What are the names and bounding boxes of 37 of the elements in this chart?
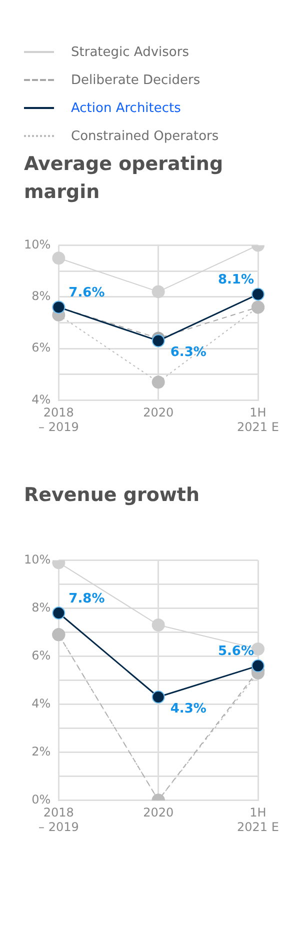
data-label: 4.3% xyxy=(170,701,206,716)
point xyxy=(52,606,66,620)
chart-title: Revenue growth xyxy=(24,483,201,508)
point xyxy=(152,334,165,348)
x-tick-label: 1H 2021 E xyxy=(237,806,279,834)
data-label: 7.6% xyxy=(68,286,105,301)
point xyxy=(52,252,66,265)
legend-label: Action Architects xyxy=(71,100,181,116)
y-tick-label: 2% xyxy=(32,744,51,758)
x-tick-label: 2020 xyxy=(143,806,174,820)
y-tick-label: 4% xyxy=(32,696,51,710)
point xyxy=(152,690,165,704)
y-tick-label: 10% xyxy=(24,237,51,252)
point xyxy=(152,376,165,389)
x-tick-label: 2018 – 2019 xyxy=(38,806,79,834)
x-tick-label: 1H 2021 E xyxy=(237,406,279,434)
y-tick-label: 8% xyxy=(32,288,51,303)
legend-label: Constrained Operators xyxy=(71,128,219,144)
y-tick-label: 0% xyxy=(32,792,51,806)
data-label: 7.8% xyxy=(68,591,105,606)
point xyxy=(252,288,264,301)
y-tick-label: 10% xyxy=(24,552,51,566)
x-tick-label: 2018 – 2019 xyxy=(38,406,79,434)
point xyxy=(152,618,165,632)
y-tick-label: 4% xyxy=(32,392,51,406)
legend-label: Strategic Advisors xyxy=(71,44,189,60)
legend-label: Deliberate Deciders xyxy=(71,72,200,88)
point xyxy=(152,285,165,298)
data-label: 5.6% xyxy=(218,644,254,660)
data-label: 8.1% xyxy=(218,272,254,288)
x-tick-label: 2020 xyxy=(143,406,174,420)
y-tick-label: 8% xyxy=(32,600,51,614)
y-tick-label: 6% xyxy=(32,648,51,662)
chart-title: Average operating margin xyxy=(24,152,224,205)
point xyxy=(252,659,264,672)
y-tick-label: 6% xyxy=(32,340,51,355)
data-label: 6.3% xyxy=(170,345,206,360)
